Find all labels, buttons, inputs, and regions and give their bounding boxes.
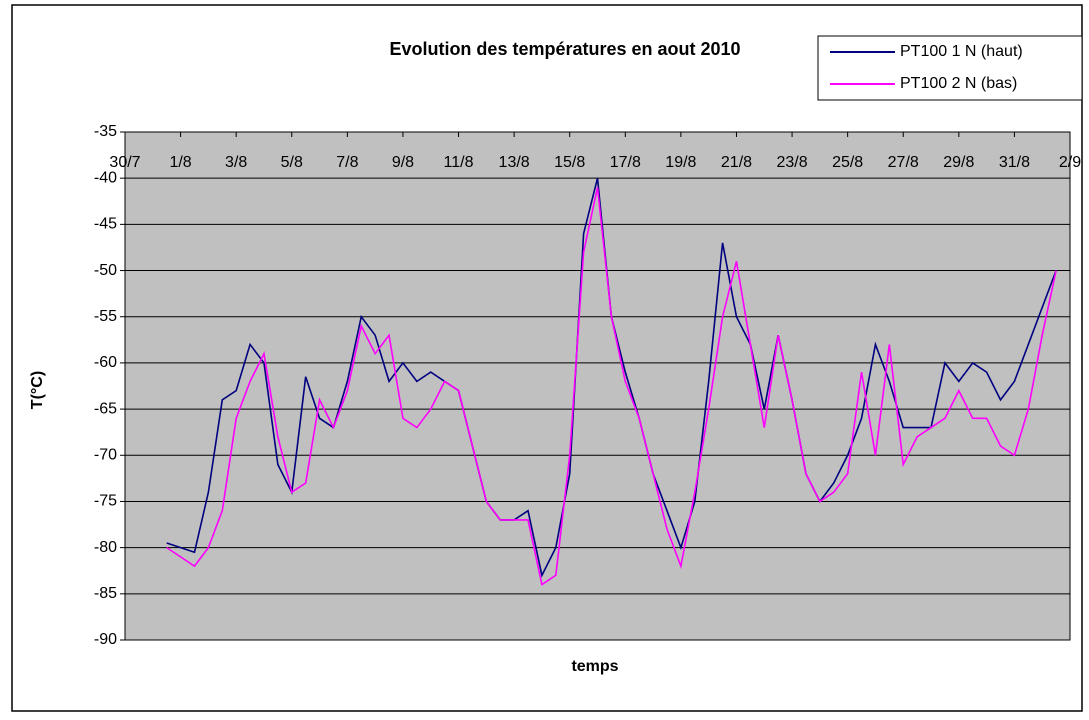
x-tick-label: 1/8 xyxy=(169,154,191,171)
x-tick-label: 25/8 xyxy=(832,154,863,171)
x-tick-label: 27/8 xyxy=(888,154,919,171)
y-tick-label: -35 xyxy=(94,123,117,140)
x-tick-label: 13/8 xyxy=(499,154,530,171)
x-tick-label: 19/8 xyxy=(665,154,696,171)
plot-area xyxy=(124,131,1071,641)
x-tick-label: 11/8 xyxy=(444,154,474,171)
legend-box xyxy=(817,35,1083,101)
x-tick-label: 30/7 xyxy=(109,154,140,171)
x-tick-label: 9/8 xyxy=(392,154,414,171)
y-tick-label: -45 xyxy=(94,216,117,233)
y-tick-label: -85 xyxy=(94,585,117,602)
y-tick-label: -60 xyxy=(94,354,117,371)
y-tick-label: -70 xyxy=(94,446,117,463)
series-line xyxy=(166,187,1057,586)
x-tick-label: 23/8 xyxy=(776,154,807,171)
legend-label: PT100 1 N (haut) xyxy=(900,43,1023,60)
y-tick-label: -80 xyxy=(94,539,117,556)
x-tick-label: 7/8 xyxy=(336,154,358,171)
x-axis-label: temps xyxy=(571,658,618,675)
x-tick-label: 31/8 xyxy=(999,154,1030,171)
chart-title: Evolution des températures en aout 2010 xyxy=(389,39,740,59)
x-tick-label: 21/8 xyxy=(721,154,752,171)
x-tick-label: 2/9 xyxy=(1059,154,1081,171)
y-tick-label: -75 xyxy=(94,493,117,510)
legend-label: PT100 2 N (bas) xyxy=(900,75,1017,92)
y-tick-label: -65 xyxy=(94,400,117,417)
x-tick-label: 3/8 xyxy=(225,154,247,171)
y-tick-label: -40 xyxy=(94,169,117,186)
y-tick-label: -90 xyxy=(94,631,117,648)
y-axis-label: T(°C) xyxy=(29,371,46,409)
x-tick-label: 17/8 xyxy=(610,154,641,171)
x-tick-label: 15/8 xyxy=(554,154,585,171)
x-tick-label: 29/8 xyxy=(943,154,974,171)
x-tick-label: 5/8 xyxy=(281,154,303,171)
y-tick-label: -50 xyxy=(94,262,117,279)
y-tick-label: -55 xyxy=(94,308,117,325)
